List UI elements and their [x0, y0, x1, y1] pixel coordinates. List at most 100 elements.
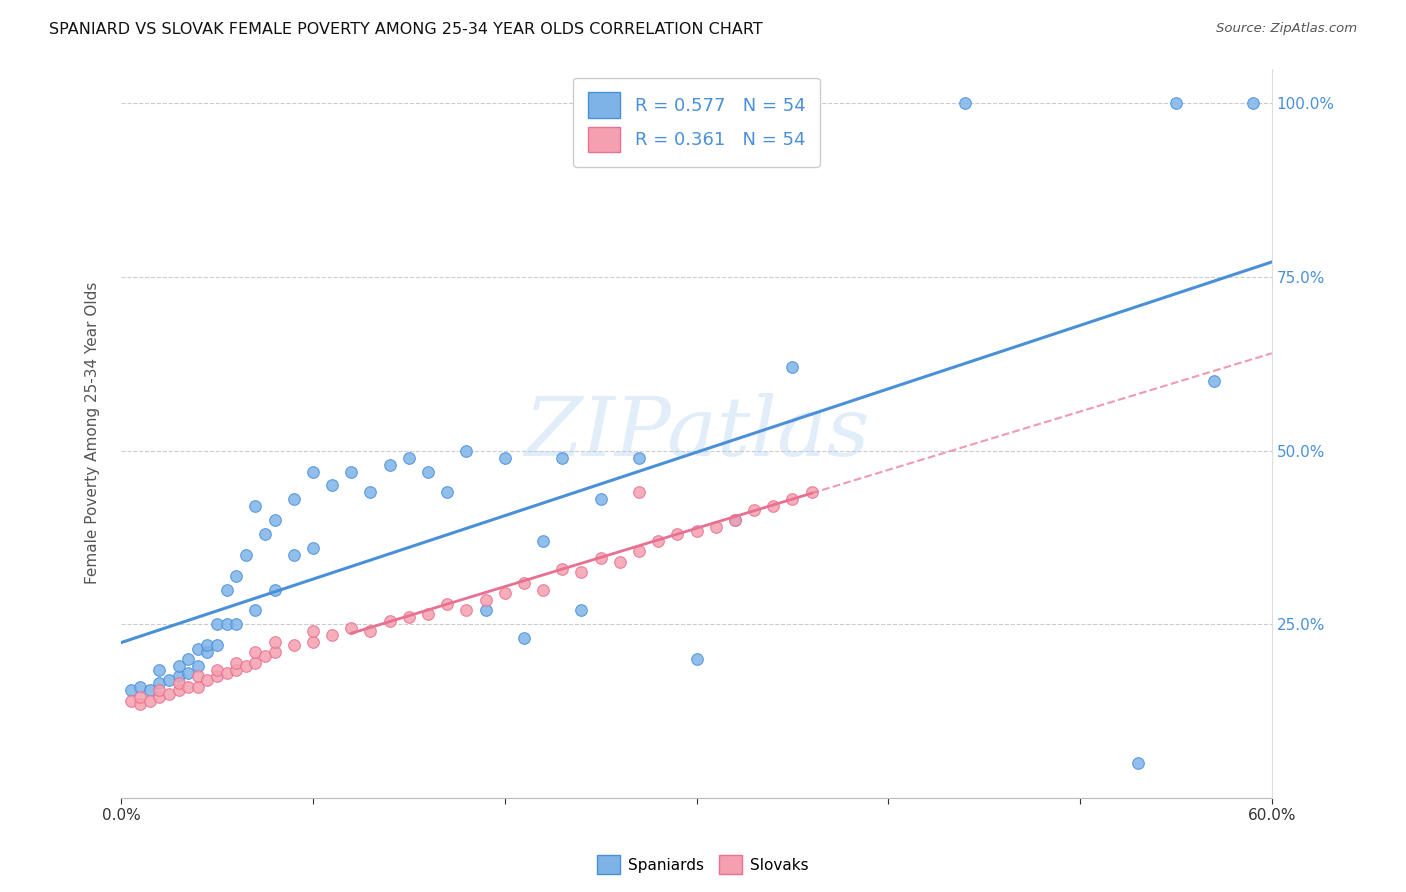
Point: [589, 551, 612, 566]
Point: [704, 520, 727, 534]
Point: [245, 645, 267, 659]
Text: ZIPatlas: ZIPatlas: [524, 393, 869, 474]
Point: [398, 450, 420, 465]
Point: [187, 680, 209, 694]
Y-axis label: Female Poverty Among 25-34 Year Olds: Female Poverty Among 25-34 Year Olds: [86, 282, 100, 584]
Point: [302, 541, 325, 555]
Point: [215, 582, 238, 597]
Point: [253, 527, 276, 541]
Point: [685, 652, 707, 666]
Point: [666, 527, 689, 541]
Point: [167, 676, 190, 690]
Point: [340, 465, 363, 479]
Point: [197, 645, 219, 659]
Point: [205, 663, 228, 677]
Point: [513, 575, 536, 590]
Point: [494, 586, 516, 600]
Point: [167, 659, 190, 673]
Point: [225, 663, 247, 677]
Point: [148, 683, 170, 698]
Point: [129, 680, 152, 694]
Point: [782, 360, 804, 375]
Point: [205, 638, 228, 652]
Point: [139, 683, 162, 698]
Point: [187, 669, 209, 683]
Point: [571, 603, 593, 617]
Point: [800, 485, 823, 500]
Point: [589, 492, 612, 507]
Point: [762, 500, 785, 514]
Point: [474, 603, 496, 617]
Point: [187, 641, 209, 656]
Point: [742, 502, 765, 516]
Point: [263, 582, 285, 597]
Point: [302, 624, 325, 639]
Point: [157, 687, 180, 701]
Point: [1241, 96, 1264, 111]
Point: [235, 659, 257, 673]
Point: [302, 465, 325, 479]
Legend: R = 0.577   N = 54, R = 0.361   N = 54: R = 0.577 N = 54, R = 0.361 N = 54: [574, 78, 820, 167]
Point: [1126, 756, 1149, 771]
Point: [953, 96, 976, 111]
Point: [531, 582, 554, 597]
Point: [225, 656, 247, 670]
Text: SPANIARD VS SLOVAK FEMALE POVERTY AMONG 25-34 YEAR OLDS CORRELATION CHART: SPANIARD VS SLOVAK FEMALE POVERTY AMONG …: [49, 22, 763, 37]
Point: [551, 562, 574, 576]
Point: [139, 694, 162, 708]
Legend: Spaniards, Slovaks: Spaniards, Slovaks: [592, 849, 814, 880]
Point: [148, 663, 170, 677]
Point: [215, 665, 238, 680]
Point: [235, 548, 257, 562]
Point: [571, 566, 593, 580]
Point: [225, 617, 247, 632]
Point: [167, 683, 190, 698]
Point: [167, 669, 190, 683]
Point: [177, 652, 200, 666]
Point: [436, 485, 458, 500]
Point: [245, 500, 267, 514]
Point: [609, 555, 631, 569]
Point: [551, 450, 574, 465]
Point: [627, 485, 650, 500]
Point: [627, 544, 650, 558]
Point: [148, 690, 170, 705]
Point: [513, 632, 536, 646]
Point: [416, 607, 439, 621]
Point: [177, 665, 200, 680]
Point: [129, 698, 152, 712]
Point: [724, 513, 747, 527]
Point: [205, 669, 228, 683]
Point: [197, 673, 219, 687]
Point: [225, 568, 247, 582]
Point: [245, 603, 267, 617]
Point: [321, 478, 343, 492]
Point: [647, 533, 669, 548]
Point: [197, 638, 219, 652]
Point: [531, 533, 554, 548]
Text: Source: ZipAtlas.com: Source: ZipAtlas.com: [1216, 22, 1357, 36]
Point: [120, 694, 142, 708]
Point: [627, 450, 650, 465]
Point: [302, 634, 325, 648]
Point: [378, 614, 401, 628]
Point: [215, 617, 238, 632]
Point: [1204, 374, 1226, 388]
Point: [263, 634, 285, 648]
Point: [436, 597, 458, 611]
Point: [321, 628, 343, 642]
Point: [263, 645, 285, 659]
Point: [205, 617, 228, 632]
Point: [474, 593, 496, 607]
Point: [724, 513, 747, 527]
Point: [456, 603, 478, 617]
Point: [685, 524, 707, 538]
Point: [148, 676, 170, 690]
Point: [340, 621, 363, 635]
Point: [456, 443, 478, 458]
Point: [245, 656, 267, 670]
Point: [157, 673, 180, 687]
Point: [177, 680, 200, 694]
Point: [494, 450, 516, 465]
Point: [359, 624, 381, 639]
